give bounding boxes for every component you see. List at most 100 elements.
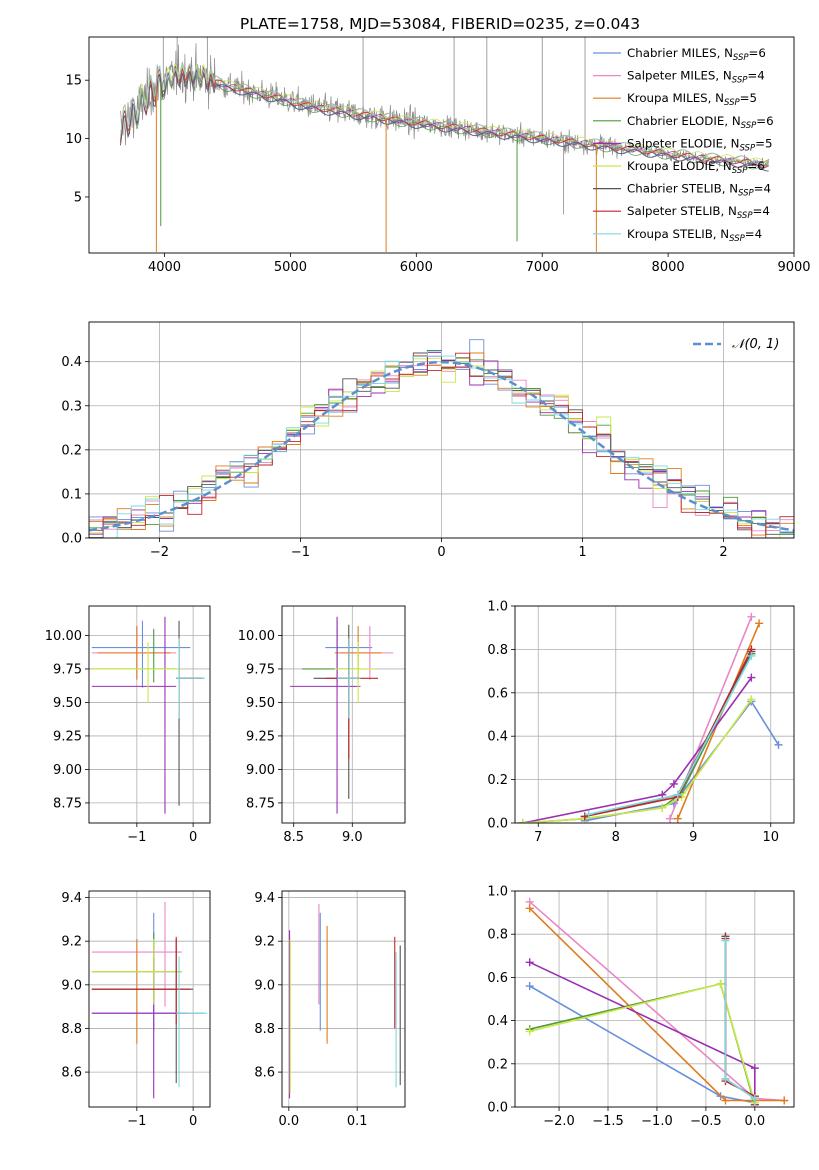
legend-label: Salpeter ELODIE, NSSP=5 — [627, 136, 772, 153]
legend: Chabrier MILES, NSSP=6 Salpeter MILES, NS… — [593, 46, 774, 244]
legend-label: Chabrier MILES, NSSP=6 — [627, 46, 766, 63]
axes-frame — [88, 36, 795, 254]
axes-frame — [88, 605, 211, 824]
axes-frame — [514, 605, 795, 824]
y-tick-label: 10 — [65, 132, 82, 147]
y-tick-label: 8.8 — [61, 1022, 82, 1037]
chart-age-vs-Z: −1 0 8.75 9.00 9.25 9.50 9.75 10.00 — [45, 605, 211, 845]
data-point — [658, 803, 667, 812]
y-tick-label: 8.75 — [246, 796, 275, 811]
x-tick-label: −2.0 — [543, 1114, 575, 1129]
y-tick-label: 0.4 — [487, 730, 508, 745]
axes-frame — [88, 890, 211, 1108]
axes-frame — [514, 890, 795, 1108]
y-tick-label: 0.1 — [61, 487, 82, 502]
series-line — [522, 677, 753, 823]
data-point — [666, 814, 674, 823]
y-tick-label: 9.50 — [246, 696, 275, 711]
plot-area — [288, 904, 401, 1099]
data-point — [525, 982, 534, 991]
data-point — [716, 979, 725, 988]
y-tick-label: 0.6 — [487, 686, 508, 701]
y-tick-label: 5 — [74, 190, 82, 205]
y-tick-label: 10.00 — [238, 629, 275, 644]
plot-area — [525, 897, 789, 1107]
x-tick-label: 9000 — [777, 260, 810, 275]
y-tick-label: 0.6 — [487, 971, 508, 986]
y-tick-label: 9.75 — [53, 662, 82, 677]
data-point — [525, 904, 534, 913]
axes-frame — [281, 890, 406, 1108]
legend-label: Salpeter MILES, NSSP=4 — [627, 69, 765, 86]
x-tick-label: 8000 — [652, 260, 685, 275]
model-spectrum-kroupa-stelib — [120, 61, 769, 165]
data-point — [673, 790, 682, 799]
x-tick-label: 2 — [719, 545, 727, 560]
x-tick-label: 8.5 — [283, 830, 304, 845]
x-tick-label: 7 — [534, 830, 542, 845]
data-point — [747, 673, 756, 682]
chart-residual-hist: −2 −1 0 1 2 0.0 0.1 0.2 0.3 0.4 𝒩(0, 1) — [61, 321, 795, 560]
y-tick-label: 9.00 — [53, 763, 82, 778]
x-tick-label: −2 — [150, 545, 169, 560]
y-tick-label: 0.4 — [487, 1014, 508, 1029]
x-tick-label: 6000 — [400, 260, 433, 275]
x-tick-label: 9.0 — [342, 830, 363, 845]
data-point — [747, 651, 756, 660]
x-tick-label: 8 — [612, 830, 620, 845]
normal-curve — [89, 360, 794, 532]
plot-area — [518, 612, 783, 823]
plot-area — [290, 616, 394, 814]
y-tick-label: 9.2 — [61, 935, 82, 950]
x-tick-label: 0 — [189, 1114, 197, 1129]
x-tick-label: 7000 — [526, 260, 559, 275]
data-point — [669, 779, 678, 788]
legend-label: Salpeter STELIB, NSSP=4 — [627, 204, 770, 221]
y-tick-label: 1.0 — [487, 600, 508, 615]
y-tick-label: 9.00 — [246, 763, 275, 778]
legend-label: Kroupa ELODIE, NSSP=6 — [627, 159, 765, 176]
legend-label: Kroupa MILES, NSSP=5 — [627, 91, 757, 108]
x-tick-label: −1 — [291, 545, 310, 560]
plot-area — [91, 901, 208, 1099]
series-line — [584, 700, 780, 822]
x-tick-label: 10 — [762, 830, 779, 845]
chart-mass-vs-ebv: 0.0 0.1 8.6 8.8 9.0 9.2 9.4 — [254, 890, 406, 1129]
model-spectrum-kroupa-elodie — [120, 63, 769, 166]
y-tick-label: 9.2 — [254, 935, 275, 950]
axes-frame — [281, 605, 406, 824]
legend-label: 𝒩(0, 1) — [732, 337, 779, 352]
x-tick-label: 0.0 — [744, 1114, 765, 1129]
y-tick-label: 0.4 — [61, 355, 82, 370]
data-point — [755, 619, 764, 628]
figure-title: PLATE=1758, MJD=53084, FIBERID=0235, z=0… — [240, 15, 640, 33]
y-tick-label: 0.0 — [61, 532, 82, 547]
legend-label: Kroupa STELIB, NSSP=4 — [627, 227, 762, 244]
y-tick-label: 9.0 — [61, 978, 82, 993]
data-point — [525, 958, 534, 967]
data-point — [518, 819, 527, 823]
y-tick-label: 9.4 — [61, 891, 82, 906]
data-point — [747, 695, 756, 704]
x-tick-label: 9 — [689, 830, 697, 845]
x-tick-label: 0.0 — [278, 1114, 299, 1129]
x-tick-label: −1.5 — [592, 1114, 624, 1129]
chart-massweight-vs-age: 7 8 9 10 0.0 0.2 0.4 0.6 0.8 1.0 — [487, 600, 795, 845]
y-tick-label: 0.0 — [487, 817, 508, 832]
plot-area — [89, 339, 794, 538]
x-tick-label: 0.1 — [347, 1114, 368, 1129]
y-tick-label: 9.0 — [254, 978, 275, 993]
x-tick-label: 1 — [578, 545, 586, 560]
x-tick-label: −1.0 — [641, 1114, 673, 1129]
chart-mass-vs-Z: −1 0 8.6 8.8 9.0 9.2 9.4 — [61, 890, 211, 1129]
chart-age-vs-mass: 8.5 9.0 8.75 9.00 9.25 9.50 9.75 10.00 — [238, 605, 406, 845]
y-tick-label: 0.8 — [487, 928, 508, 943]
data-point — [750, 1064, 759, 1073]
chart-spectrum: 4000 5000 6000 7000 8000 9000 5 10 15 Chabrier MI… — [65, 36, 811, 275]
data-point — [747, 612, 756, 621]
y-tick-label: 9.25 — [246, 729, 275, 744]
chart-massweight-vs-Z: −2.0 −1.5 −1.0 −0.5 0.0 0.0 0.2 0.4 0.6 0.8 1.0 — [487, 885, 795, 1129]
data-point — [750, 1094, 759, 1103]
y-tick-label: 0.2 — [487, 1057, 508, 1072]
